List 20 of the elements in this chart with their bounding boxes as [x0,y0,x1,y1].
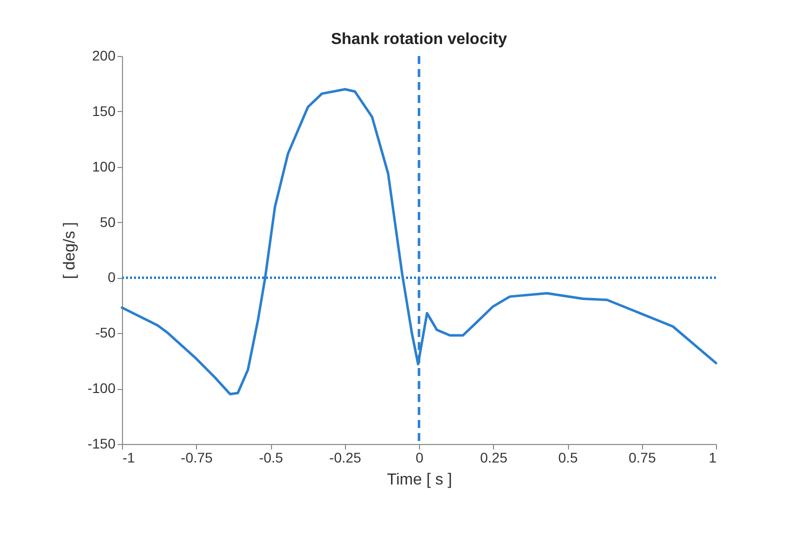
x-tick-label: 0.25 [480,450,508,466]
y-tick-label: 150 [92,102,116,119]
y-tick-label: -150 [87,436,116,452]
y-tick-label: 50 [100,214,116,230]
y-tick-label: 0 [108,269,116,286]
x-tick-label: -0.75 [180,450,213,466]
x-tick-label: -1 [122,450,136,466]
chart-title: Shank rotation velocity [330,31,508,48]
y-tick-label: 200 [92,48,116,64]
x-tick-label: -0.25 [329,450,362,466]
x-tick-label: 1 [708,450,717,466]
x-tick-label: -0.5 [258,450,284,466]
x-tick-label: 0.75 [628,450,656,466]
y-tick-label: -100 [87,380,116,396]
x-axis-title: Time [ s ] [386,472,452,488]
x-tick-label: 0 [416,450,424,466]
x-tick-label: 0.5 [558,450,578,466]
y-tick-label: 100 [92,158,116,174]
y-axis-title: [ deg/s ] [61,222,78,279]
y-tick-label: -50 [95,324,116,341]
